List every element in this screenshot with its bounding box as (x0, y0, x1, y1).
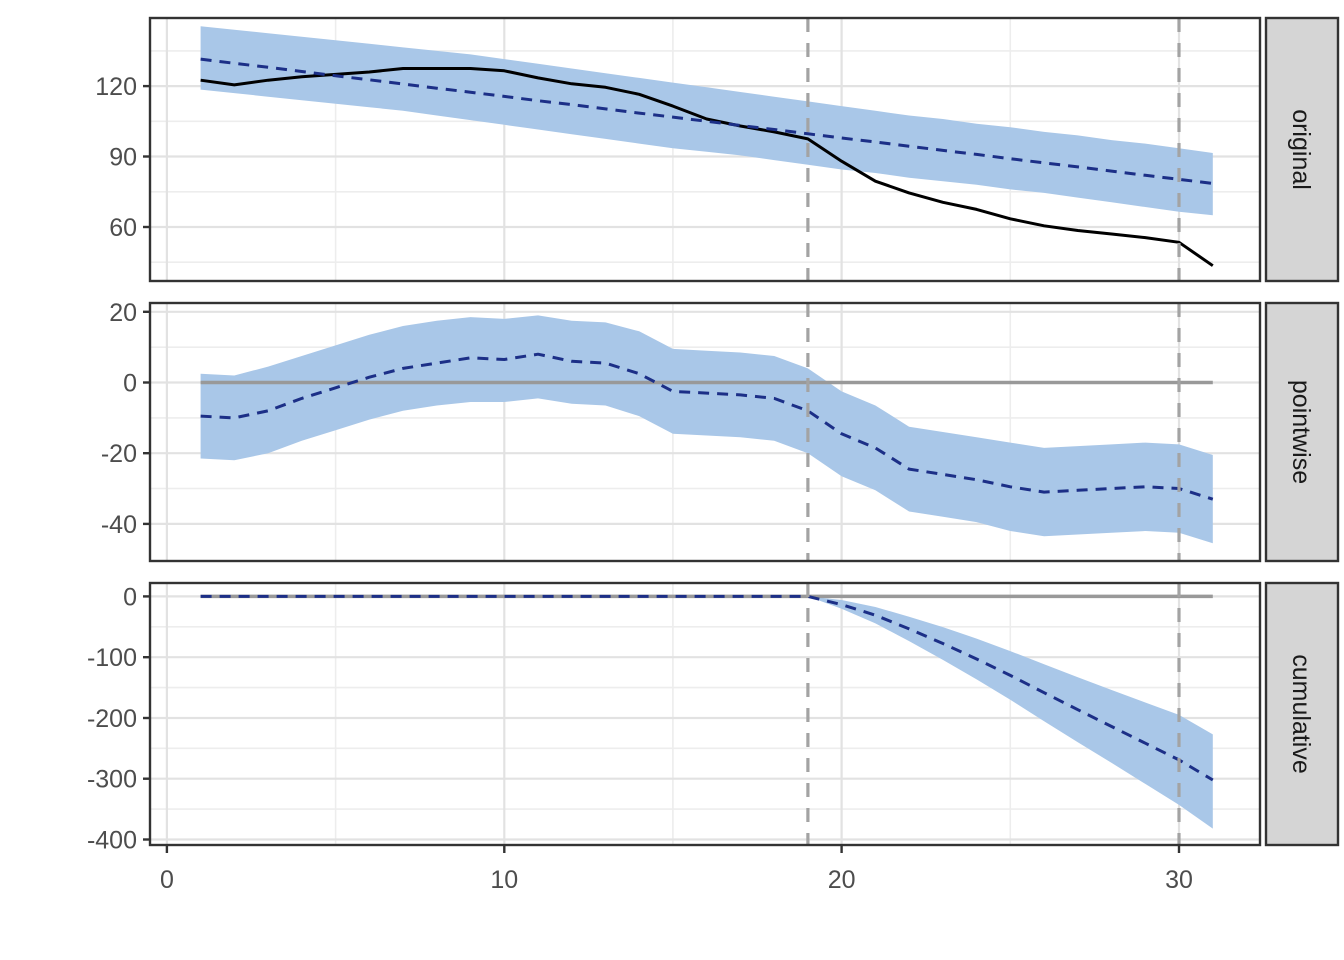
x-axis-tick-label: 0 (160, 866, 174, 894)
facet-strip (1264, 16, 1340, 283)
x-axis: 0 10 20 30 (160, 846, 1193, 894)
confidence-ribbon (200, 315, 1213, 544)
y-axis-tick-label: 90 (109, 144, 137, 172)
confidence-ribbon (807, 596, 1213, 829)
y-axis-tick-label: 0 (123, 583, 137, 611)
panel-cumulative: 0 -100 -200 -300 -400 (87, 581, 1262, 855)
facet-strip-original: original (1264, 16, 1340, 283)
y-axis-tick-label: 20 (109, 299, 137, 327)
x-axis-tick-label: 20 (828, 866, 856, 894)
facet-strip (1264, 301, 1340, 563)
panel-border (148, 16, 1262, 283)
facet-strip-label: original (1287, 109, 1315, 190)
y-axis-tick-label: -20 (101, 440, 137, 468)
panel-original: 120 90 60 (95, 16, 1262, 283)
facet-strip-pointwise: pointwise (1264, 301, 1340, 563)
panel-pointwise: 20 0 -20 -40 (101, 299, 1262, 563)
cumulative-effect-line (200, 594, 1214, 782)
facet-strip-label: pointwise (1287, 380, 1315, 484)
y-axis-tick-label: -100 (87, 644, 137, 672)
observed-line (200, 67, 1214, 267)
y-axis-tick-label: -400 (87, 827, 137, 855)
y-axis-tick-label: -300 (87, 766, 137, 794)
confidence-ribbon (200, 26, 1213, 216)
point-effect-line (200, 352, 1214, 501)
y-axis-tick-label: 0 (123, 370, 137, 398)
y-axis-tick-label: 120 (95, 73, 137, 101)
facet-strip-cumulative: cumulative (1264, 581, 1340, 847)
x-axis-tick-label: 10 (490, 866, 518, 894)
y-axis-tick-label: -40 (101, 511, 137, 539)
panel-border (148, 581, 1262, 847)
y-axis-tick-label: 60 (109, 214, 137, 242)
y-axis-tick-label: -200 (87, 705, 137, 733)
facet-strip-label: cumulative (1287, 654, 1315, 774)
x-axis-tick-label: 30 (1165, 866, 1193, 894)
panel-border (148, 301, 1262, 563)
facet-strip (1264, 581, 1340, 847)
